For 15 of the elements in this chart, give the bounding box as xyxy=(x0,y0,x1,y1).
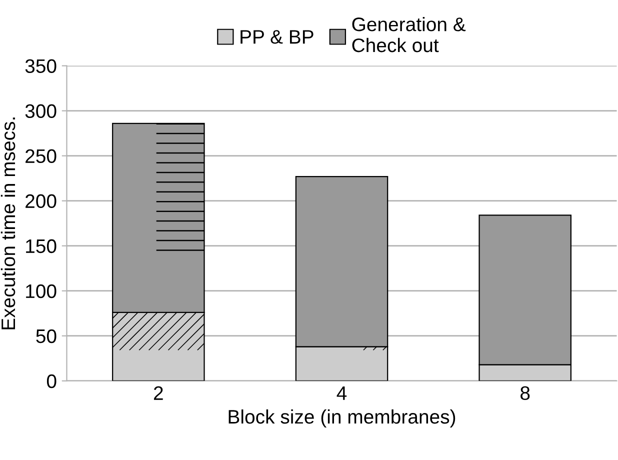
y-tick-label: 100 xyxy=(26,284,56,298)
y-tick-label: 200 xyxy=(26,194,56,208)
x-tick-label: 2 xyxy=(154,386,163,400)
y-tick-label: 0 xyxy=(46,374,56,388)
x-axis-title: Block size (in membranes) xyxy=(228,409,456,428)
x-tick-label: 8 xyxy=(520,386,530,400)
y-tick-label: 350 xyxy=(25,59,56,74)
y-tick-label: 50 xyxy=(36,329,56,344)
y-tick-label: 300 xyxy=(25,104,56,118)
y-axis-title: Execution time in msecs. xyxy=(0,118,16,330)
legend-label: Generation & Check out xyxy=(352,16,466,52)
x-tick-label: 4 xyxy=(336,386,347,400)
y-tick-label: 150 xyxy=(26,239,56,254)
legend-label: PP & BP xyxy=(240,30,314,44)
y-tick-label: 250 xyxy=(26,149,56,164)
